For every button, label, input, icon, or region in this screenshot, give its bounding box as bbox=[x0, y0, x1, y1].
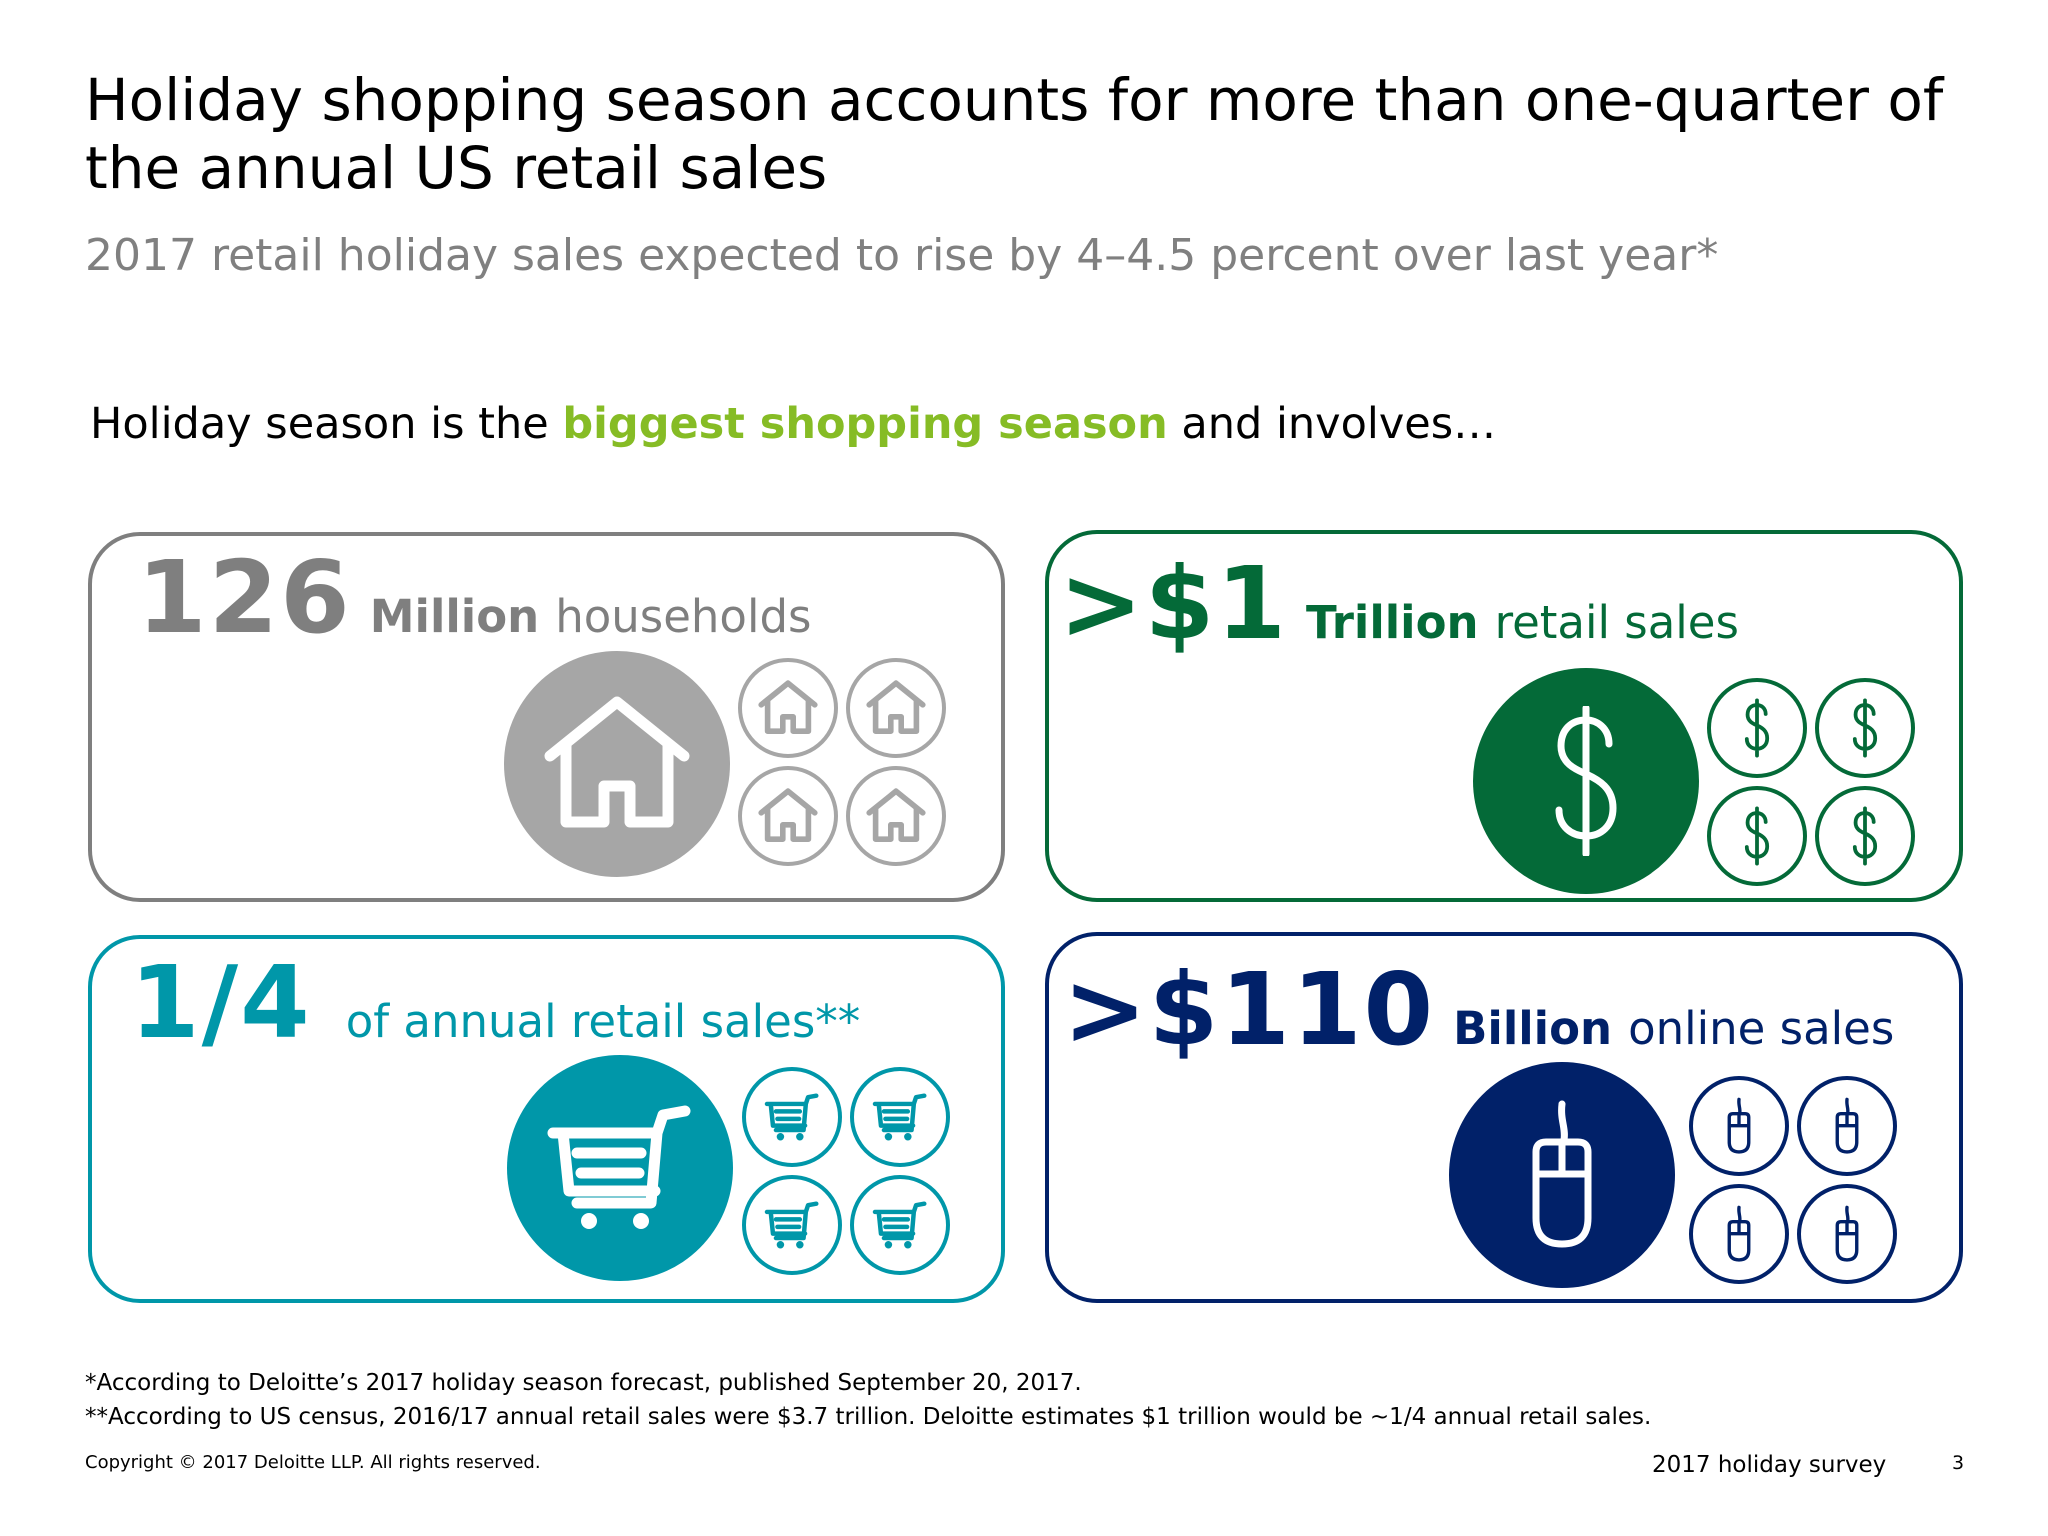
card-retail-sales: >$1 Trillion retail sales bbox=[1045, 530, 1963, 902]
copyright: Copyright © 2017 Deloitte LLP. All right… bbox=[85, 1452, 541, 1473]
dollar-icon bbox=[1707, 786, 1807, 886]
stat-value: >$1 bbox=[1059, 545, 1288, 662]
computer-mouse-icon bbox=[1689, 1184, 1789, 1284]
computer-mouse-icon bbox=[1449, 1062, 1675, 1288]
lead-prefix: Holiday season is the bbox=[90, 399, 563, 449]
shopping-cart-icon bbox=[850, 1067, 950, 1167]
lead-statement: Holiday season is the biggest shopping s… bbox=[90, 396, 1496, 452]
card-headline: 126 Million households bbox=[137, 548, 811, 648]
survey-label: 2017 holiday survey bbox=[1652, 1452, 1887, 1478]
computer-mouse-icon bbox=[1689, 1076, 1789, 1176]
stat-unit: Trillion bbox=[1305, 596, 1479, 649]
stat-value: 1/4 bbox=[130, 944, 312, 1061]
title-line-1: Holiday shopping season accounts for mor… bbox=[85, 66, 1944, 134]
card-headline: >$110 Billion online sales bbox=[1063, 960, 1894, 1060]
card-headline: >$1 Trillion retail sales bbox=[1059, 554, 1739, 654]
title-line-2: the annual US retail sales bbox=[85, 134, 828, 202]
computer-mouse-icon bbox=[1797, 1184, 1897, 1284]
lead-highlight: biggest shopping season bbox=[562, 399, 1168, 449]
house-icon bbox=[846, 658, 946, 758]
shopping-cart-icon bbox=[742, 1067, 842, 1167]
small-icons-grid bbox=[1707, 678, 1915, 886]
stat-unit: Billion bbox=[1453, 1002, 1613, 1055]
small-icons-grid bbox=[738, 658, 946, 866]
stat-value: >$110 bbox=[1063, 951, 1436, 1068]
stat-unit: Million bbox=[369, 590, 540, 643]
dollar-icon bbox=[1815, 786, 1915, 886]
computer-mouse-icon bbox=[1797, 1076, 1897, 1176]
house-icon bbox=[846, 766, 946, 866]
shopping-cart-icon bbox=[850, 1175, 950, 1275]
small-icons-grid bbox=[1689, 1076, 1897, 1284]
stat-description: retail sales bbox=[1494, 596, 1739, 649]
footnote-2: **According to US census, 2016/17 annual… bbox=[85, 1404, 1652, 1430]
house-icon bbox=[738, 766, 838, 866]
small-icons-grid bbox=[742, 1067, 950, 1275]
lead-suffix: and involves… bbox=[1167, 399, 1497, 449]
house-icon bbox=[738, 658, 838, 758]
dollar-icon bbox=[1707, 678, 1807, 778]
house-icon bbox=[504, 651, 730, 877]
card-annual-share: 1/4 of annual retail sales** bbox=[88, 935, 1005, 1303]
card-households: 126 Million households bbox=[88, 532, 1005, 902]
footnote-1: *According to Deloitte’s 2017 holiday se… bbox=[85, 1370, 1082, 1396]
card-online-sales: >$110 Billion online sales bbox=[1045, 932, 1963, 1303]
stat-value: 126 bbox=[137, 539, 352, 656]
shopping-cart-icon bbox=[742, 1175, 842, 1275]
dollar-icon bbox=[1815, 678, 1915, 778]
dollar-icon bbox=[1473, 668, 1699, 894]
stat-description: online sales bbox=[1628, 1002, 1895, 1055]
stat-description: households bbox=[555, 590, 812, 643]
card-headline: 1/4 of annual retail sales** bbox=[130, 953, 860, 1053]
page-subtitle: 2017 retail holiday sales expected to ri… bbox=[85, 230, 1719, 281]
stat-description: of annual retail sales** bbox=[345, 995, 861, 1048]
shopping-cart-icon bbox=[507, 1055, 733, 1281]
page-title: Holiday shopping season accounts for mor… bbox=[85, 66, 1985, 202]
page-number: 3 bbox=[1952, 1452, 1965, 1474]
